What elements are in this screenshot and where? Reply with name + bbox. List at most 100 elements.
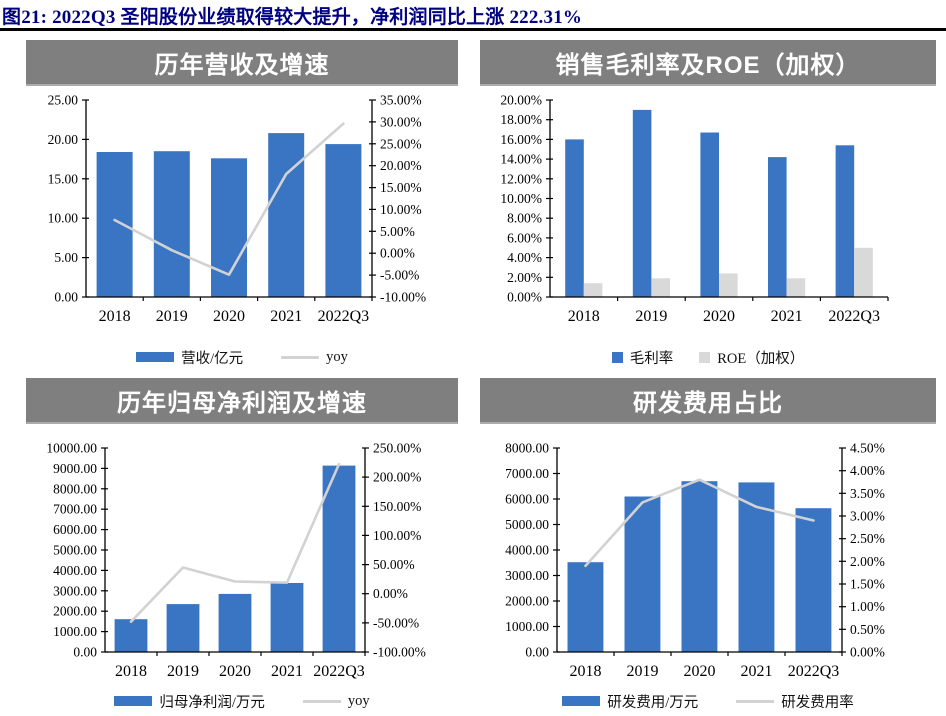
x-category-label: 2018	[99, 308, 131, 325]
legend-swatch-bar	[562, 696, 601, 706]
y-axis-tick-label: 4000.00	[53, 563, 97, 578]
y2-axis-tick-label: 4.00%	[850, 463, 885, 478]
x-category-label: 2022Q3	[318, 308, 370, 325]
chart-margin-roe: 销售毛利率及ROE（加权） 0.00% 2.00% 4.00% 6.00% 8.00% 1…	[480, 40, 936, 372]
legend-item: 营收/亿元	[136, 347, 243, 368]
bar-series-1	[96, 133, 362, 297]
x-category-label: 2020	[684, 663, 716, 680]
y2-axis-tick-label: 2.00%	[850, 554, 885, 569]
figure-caption: 图21: 2022Q3 圣阳股份业绩取得较大提升，净利润同比上涨 222.31%	[0, 0, 946, 31]
y-axis-tick-label: 14.00%	[500, 152, 542, 167]
bar	[153, 151, 190, 297]
bar	[218, 593, 252, 652]
y-axis-tick-label: 10.00%	[500, 191, 542, 206]
y-axis-tick-label: 8000.00	[505, 441, 549, 456]
legend-label: 研发费用/万元	[607, 694, 699, 711]
bar	[624, 496, 661, 652]
x-category-label: 2018	[115, 663, 147, 680]
y-axis-tick-label: 5.00	[54, 250, 78, 265]
legend-swatch-bar	[136, 352, 175, 362]
x-category-label: 2018	[568, 308, 600, 325]
bar	[268, 133, 305, 297]
bar	[795, 508, 832, 652]
legend-item: yoy	[281, 349, 348, 366]
bar-series-1	[114, 465, 356, 652]
legend-label: yoy	[326, 348, 348, 365]
y2-axis-tick-label: -100.00%	[373, 645, 426, 660]
y2-axis-tick-label: 50.00%	[373, 557, 415, 572]
legend-label: yoy	[347, 692, 370, 709]
charts-grid: 历年营收及增速 0.00 5.00 10.00 15.00 20.00 25.00 -10.…	[0, 31, 946, 716]
y-axis-tick-label: 1000.00	[53, 624, 97, 639]
chart-net-profit-growth: 历年归母净利润及增速 0.00 1000.00 2000.00 3000.00 4000…	[26, 378, 458, 716]
legend-item: 归母净利润/万元	[114, 691, 265, 712]
x-category-label: 2019	[627, 663, 659, 680]
y-axis-tick-label: 0.00	[73, 645, 97, 660]
bar	[854, 247, 873, 298]
y-axis-tick-label: 8000.00	[53, 481, 97, 496]
y-axis-tick-label: 20.00	[48, 132, 79, 147]
y-axis-tick-label: 12.00%	[500, 171, 542, 186]
y-axis-tick-label: 3000.00	[505, 568, 549, 583]
y-axis-tick-label: 16.00%	[500, 132, 542, 147]
y-axis-tick-label: 10000.00	[46, 441, 97, 456]
bar	[325, 144, 362, 297]
bar	[786, 278, 806, 297]
y2-axis-tick-label: 0.00%	[373, 586, 408, 601]
y-axis-tick-label: 2000.00	[53, 604, 97, 619]
y-axis-tick-label: 20.00%	[500, 93, 542, 108]
y2-axis-tick-label: 0.00%	[380, 246, 415, 261]
chart-revenue-growth: 历年营收及增速 0.00 5.00 10.00 15.00 20.00 25.00 -10.…	[26, 40, 458, 372]
trend-line	[113, 122, 345, 276]
bar	[565, 139, 584, 297]
legend-swatch-line	[281, 355, 320, 359]
y2-axis-tick-label: 25.00%	[380, 136, 422, 151]
legend-label: 研发费用率	[781, 694, 854, 711]
bar	[700, 132, 719, 297]
legend-item: 毛利率	[611, 347, 674, 368]
y-axis-tick-label: 6000.00	[53, 522, 97, 537]
bar	[211, 158, 247, 297]
y2-axis-tick-label: 1.00%	[850, 599, 885, 614]
x-category-label: 2022Q3	[788, 663, 840, 680]
bar	[567, 562, 604, 652]
y-axis-tick-label: 7000.00	[53, 502, 97, 517]
legend-label: ROE（加权）	[717, 350, 805, 367]
y-axis-tick-label: 1000.00	[505, 619, 549, 634]
chart-legend: 营收/亿元 yoy	[26, 342, 458, 372]
legend-item: 研发费用率	[736, 691, 854, 712]
legend-swatch-line	[736, 699, 775, 703]
chart-canvas: 0.00 1000.00 2000.00 3000.00 4000.00 5000.00 6…	[46, 441, 426, 681]
x-category-label: 2020	[213, 308, 245, 325]
trend-line	[584, 478, 815, 568]
y-axis-tick-label: 15.00	[48, 171, 79, 186]
y2-axis-tick-label: 100.00%	[373, 528, 421, 543]
y-axis-tick-label: 9000.00	[53, 461, 97, 476]
chart-legend: 研发费用/万元 研发费用率	[480, 686, 936, 716]
y-axis-tick-label: 5000.00	[505, 517, 549, 532]
x-category-label: 2021	[270, 308, 302, 325]
y-axis-tick-label: 8.00%	[507, 211, 542, 226]
x-category-label: 2022Q3	[828, 308, 880, 325]
chart-title: 销售毛利率及ROE（加权）	[555, 51, 861, 79]
legend-swatch-line	[302, 699, 341, 703]
y-axis-tick-label: 6.00%	[507, 230, 542, 245]
y2-axis-tick-label: 35.00%	[380, 93, 422, 108]
y-axis-tick-label: 5000.00	[53, 543, 97, 558]
x-category-label: 2021	[771, 308, 803, 325]
bar	[651, 278, 670, 297]
y2-axis-tick-label: 200.00%	[373, 470, 421, 485]
chart-legend: 毛利率 ROE（加权）	[480, 342, 936, 372]
x-category-label: 2020	[219, 663, 251, 680]
bar-series-2	[583, 247, 873, 298]
chart-title-bar: 历年归母净利润及增速	[26, 378, 458, 424]
bar	[166, 604, 200, 652]
legend-label: 毛利率	[629, 350, 674, 367]
y-axis-tick-label: 3000.00	[53, 583, 97, 598]
y-axis-tick-label: 25.00	[48, 93, 79, 108]
legend-swatch-square	[699, 351, 711, 363]
legend-swatch-bar	[114, 696, 153, 706]
y-axis-tick-label: 18.00%	[500, 112, 542, 127]
bar-series-1	[565, 109, 855, 298]
bar	[835, 145, 855, 297]
